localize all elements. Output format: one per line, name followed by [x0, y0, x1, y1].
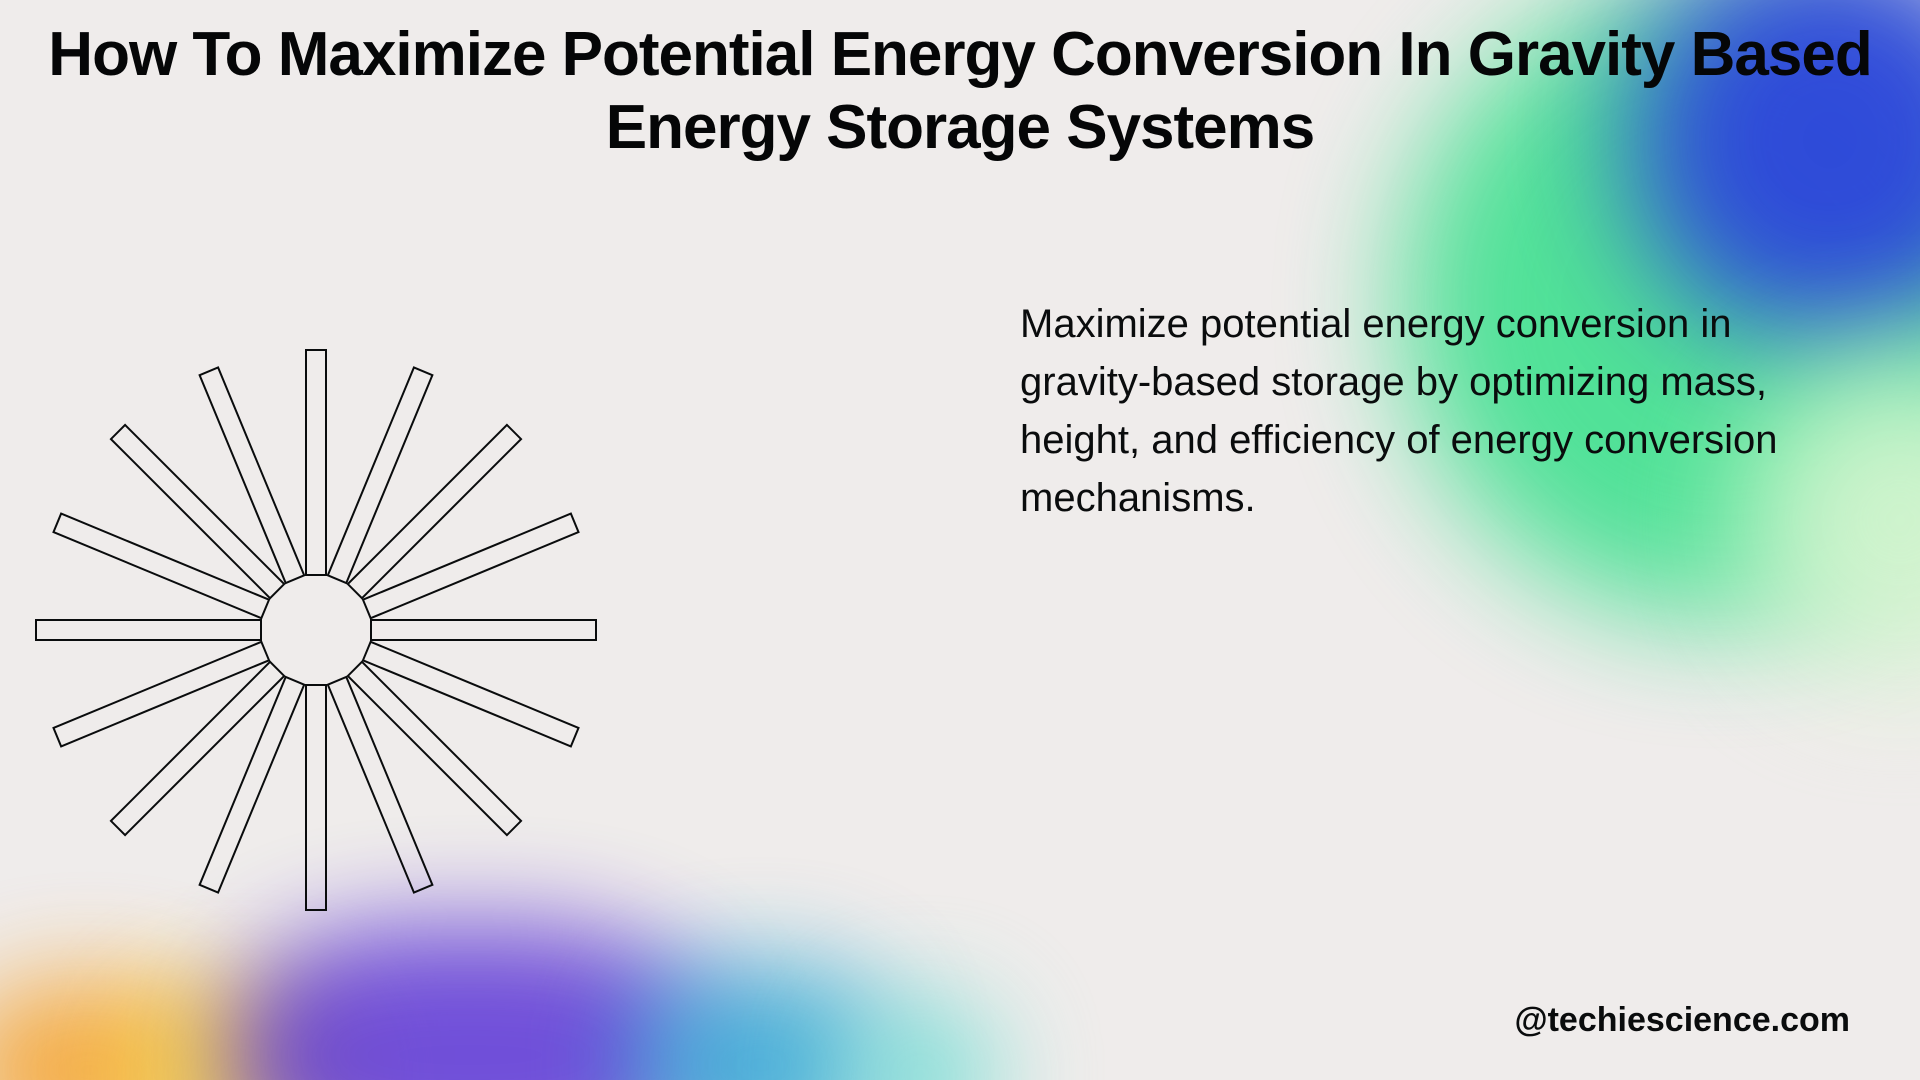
color-blob [230, 925, 710, 1080]
color-blob [840, 1000, 1000, 1080]
body-paragraph: Maximize potential energy conversion in … [1020, 295, 1790, 527]
color-blob [130, 990, 350, 1080]
starburst-icon [31, 345, 601, 915]
page-title: How To Maximize Potential Energy Convers… [20, 18, 1900, 164]
color-blob [630, 965, 890, 1080]
slide-canvas: How To Maximize Potential Energy Convers… [0, 0, 1920, 1080]
color-blob [0, 980, 220, 1080]
attribution-label: @techiescience.com [1514, 1001, 1850, 1040]
